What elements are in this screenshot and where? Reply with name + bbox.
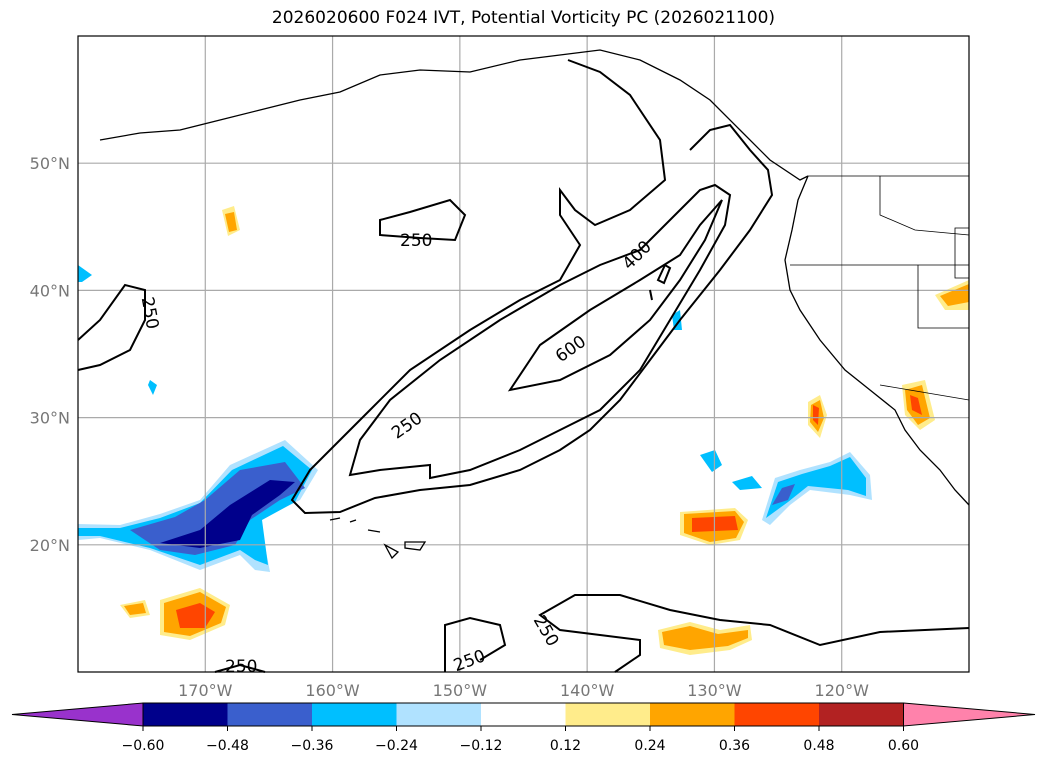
axis-ticks: 170°W 160°W 150°W 140°W 130°W 120°W 50°N 40°N 30… bbox=[30, 154, 869, 700]
contour-label: 600 bbox=[552, 332, 590, 367]
ivt-contour-250-closed bbox=[379, 198, 467, 242]
colorbar-bin bbox=[396, 703, 481, 726]
contour-label: 250 bbox=[225, 657, 257, 677]
colorbar-bin bbox=[734, 703, 819, 726]
colorbar-bin bbox=[143, 703, 228, 726]
lat-tick-label: 50°N bbox=[30, 154, 70, 173]
colorbar-outline bbox=[142, 702, 904, 727]
lon-tick-label: 120°W bbox=[815, 681, 870, 700]
alaska-coast bbox=[99, 49, 809, 181]
colorbar-bin bbox=[481, 703, 566, 726]
ivt-contours bbox=[77, 59, 970, 673]
ivt-contour-600 bbox=[507, 199, 723, 392]
pv-shading bbox=[78, 206, 969, 655]
pv-positive-region bbox=[124, 212, 969, 650]
pv-negative-region bbox=[772, 484, 795, 505]
colorbar-extend-high bbox=[903, 702, 1036, 727]
lon-tick-label: 150°W bbox=[433, 681, 488, 700]
contour-label: 250 bbox=[400, 231, 432, 251]
colorbar-tick-label: 0.12 bbox=[550, 738, 581, 754]
ivt-contour-250-west bbox=[77, 283, 146, 371]
contour-label: 250 bbox=[137, 295, 162, 330]
ivt-contour-250 bbox=[290, 59, 774, 515]
colorbar-bin bbox=[227, 703, 312, 726]
lat-tick-label: 20°N bbox=[30, 536, 70, 555]
islands bbox=[329, 517, 427, 560]
colorbar-bin bbox=[819, 703, 904, 726]
map-frame bbox=[77, 35, 970, 673]
pv-positive-region bbox=[176, 395, 922, 628]
lon-tick-label: 170°W bbox=[178, 681, 233, 700]
colorbar-tick-label: −0.60 bbox=[122, 738, 165, 754]
colorbar: −0.60 −0.48 −0.36 −0.24 −0.12 0.12 0.24 0.36 0.4… bbox=[11, 702, 1036, 754]
contour-label: 400 bbox=[619, 237, 656, 274]
lon-tick-label: 140°W bbox=[560, 681, 615, 700]
colorbar-extend-low bbox=[11, 702, 144, 727]
lat-tick-label: 30°N bbox=[30, 409, 70, 428]
colorbar-tick-label: −0.12 bbox=[460, 738, 503, 754]
ivt-contour-250-bottom bbox=[214, 663, 266, 673]
colorbar-tick-label: 0.24 bbox=[634, 738, 665, 754]
chart-title: 2026020600 F024 IVT, Potential Vorticity… bbox=[271, 8, 776, 28]
colorbar-tick-label: −0.36 bbox=[291, 738, 334, 754]
pv-negative-region bbox=[78, 265, 762, 490]
coastlines bbox=[99, 49, 970, 560]
contour-label: 250 bbox=[388, 408, 426, 443]
lon-tick-label: 160°W bbox=[305, 681, 360, 700]
gridlines bbox=[78, 36, 969, 672]
colorbar-bin bbox=[650, 703, 735, 726]
contour-label: 250 bbox=[529, 612, 563, 650]
us-state-borders bbox=[790, 175, 970, 401]
colorbar-tick-label: −0.24 bbox=[375, 738, 418, 754]
colorbar-tick-label: 0.36 bbox=[719, 738, 750, 754]
ivt-contour-250-south bbox=[444, 594, 970, 673]
lat-tick-label: 40°N bbox=[30, 281, 70, 300]
pv-negative-region bbox=[766, 457, 866, 518]
lon-tick-label: 130°W bbox=[687, 681, 742, 700]
ivt-contour-small bbox=[649, 263, 672, 301]
colorbar-tick-label: 0.60 bbox=[888, 738, 919, 754]
colorbar-bin bbox=[565, 703, 650, 726]
north-america-coast bbox=[784, 175, 970, 506]
colorbar-tick-label: −0.48 bbox=[206, 738, 249, 754]
ivt-contour-400 bbox=[348, 183, 732, 480]
pv-negative-region bbox=[160, 480, 295, 548]
pv-negative-region bbox=[130, 462, 305, 555]
colorbar-bin bbox=[312, 703, 397, 726]
colorbar-tick-label: 0.48 bbox=[803, 738, 834, 754]
